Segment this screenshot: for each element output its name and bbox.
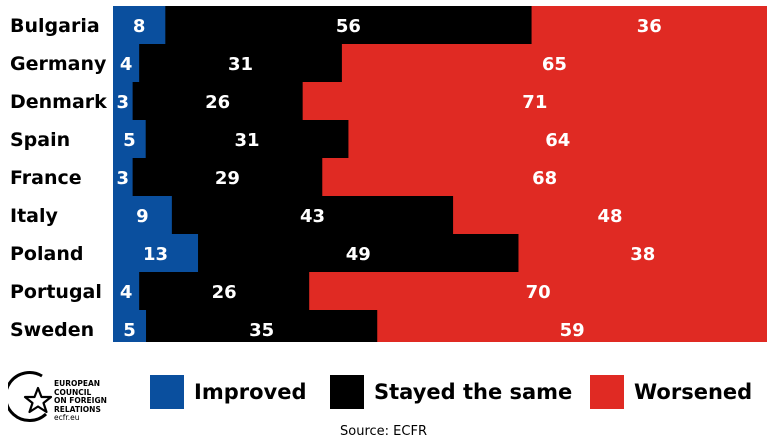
data-label-denmark-improved: 3 — [117, 92, 130, 113]
data-label-portugal-worsened: 70 — [526, 282, 551, 303]
bar-france-stayed-the-same — [132, 158, 323, 196]
data-label-spain-worsened: 64 — [545, 130, 570, 151]
data-label-portugal-improved: 4 — [120, 282, 133, 303]
logo-line: COUNCIL — [54, 387, 92, 397]
bar-portugal-improved — [113, 272, 140, 310]
category-label-denmark: Denmark — [10, 91, 107, 113]
legend-swatch-improved — [150, 375, 184, 409]
bar-bulgaria-stayed-the-same — [165, 6, 533, 44]
data-label-bulgaria-worsened: 36 — [637, 16, 662, 37]
bar-italy-stayed-the-same — [171, 196, 454, 234]
legend-swatch-worsened — [590, 375, 624, 409]
stacked-bar-chart: Bulgaria 8 56 36 Germany 4 31 65 Denmark 3 26 71 Spa… — [10, 6, 767, 342]
bar-denmark-worsened — [302, 82, 767, 120]
category-label-portugal: Portugal — [10, 281, 102, 303]
category-label-sweden: Sweden — [10, 319, 94, 341]
data-label-poland-improved: 13 — [143, 244, 168, 265]
legend-label-stayed-the-same: Stayed the same — [374, 380, 573, 404]
bar-portugal-worsened — [309, 272, 767, 310]
data-label-italy-improved: 9 — [136, 206, 149, 227]
data-label-poland-worsened: 38 — [630, 244, 655, 265]
data-label-spain-improved: 5 — [123, 130, 136, 151]
legend-item-worsened: Worsened — [590, 375, 752, 409]
bar-poland-worsened — [518, 234, 767, 272]
bar-bulgaria-improved — [113, 6, 166, 44]
logo-line: RELATIONS — [54, 404, 101, 414]
data-label-france-worsened: 68 — [532, 168, 557, 189]
data-label-bulgaria-improved: 8 — [133, 16, 146, 37]
category-label-italy: Italy — [10, 205, 58, 227]
legend-item-stayed-the-same: Stayed the same — [330, 375, 572, 409]
data-label-spain-stayed-the-same: 31 — [235, 130, 260, 151]
legend-label-improved: Improved — [194, 380, 307, 404]
bar-italy-worsened — [453, 196, 767, 234]
bar-bulgaria-worsened — [531, 6, 767, 44]
bar-spain-worsened — [348, 120, 767, 158]
legend-item-improved: Improved — [150, 375, 306, 409]
bar-germany-worsened — [341, 44, 767, 82]
bar-poland-improved — [113, 234, 199, 272]
logo-line: EUROPEAN — [54, 379, 101, 388]
category-label-bulgaria: Bulgaria — [10, 15, 100, 37]
bar-france-improved — [113, 158, 134, 196]
star-circle-logo-icon — [8, 371, 53, 422]
bar-sweden-stayed-the-same — [146, 310, 378, 342]
data-label-sweden-improved: 5 — [123, 320, 136, 341]
source-note: Source: ECFR — [340, 424, 427, 439]
category-label-germany: Germany — [10, 53, 107, 75]
data-label-france-stayed-the-same: 29 — [215, 168, 240, 189]
bar-spain-stayed-the-same — [145, 120, 350, 158]
bar-poland-stayed-the-same — [198, 234, 520, 272]
data-label-sweden-stayed-the-same: 35 — [249, 320, 274, 341]
data-label-denmark-stayed-the-same: 26 — [205, 92, 230, 113]
bar-france-worsened — [322, 158, 767, 196]
data-label-italy-stayed-the-same: 43 — [300, 206, 325, 227]
data-label-italy-worsened: 48 — [598, 206, 623, 227]
data-label-germany-worsened: 65 — [542, 54, 567, 75]
data-label-germany-improved: 4 — [120, 54, 133, 75]
data-label-portugal-stayed-the-same: 26 — [212, 282, 237, 303]
legend-swatch-stayed-the-same — [330, 375, 364, 409]
bar-portugal-stayed-the-same — [139, 272, 310, 310]
bar-spain-improved — [113, 120, 147, 158]
data-label-poland-stayed-the-same: 49 — [346, 244, 371, 265]
bar-denmark-stayed-the-same — [132, 82, 304, 120]
data-label-sweden-worsened: 59 — [560, 320, 585, 341]
bar-sweden-improved — [113, 310, 147, 342]
bar-sweden-worsened — [377, 310, 767, 342]
logo-url: ecfr.eu — [54, 413, 80, 422]
legend-label-worsened: Worsened — [634, 380, 753, 404]
category-label-spain: Spain — [10, 129, 70, 151]
bar-germany-improved — [113, 44, 140, 82]
bar-germany-stayed-the-same — [139, 44, 343, 82]
logo-line: ON FOREIGN — [54, 396, 107, 405]
category-label-poland: Poland — [10, 243, 83, 265]
bar-denmark-improved — [113, 82, 134, 120]
category-label-france: France — [10, 167, 82, 189]
bar-italy-improved — [113, 196, 173, 234]
data-label-bulgaria-stayed-the-same: 56 — [336, 16, 361, 37]
data-label-france-improved: 3 — [117, 168, 130, 189]
data-label-denmark-worsened: 71 — [522, 92, 547, 113]
data-label-germany-stayed-the-same: 31 — [228, 54, 253, 75]
logo-wordmark: EUROPEAN COUNCIL ON FOREIGN RELATIONS ec… — [54, 379, 107, 423]
